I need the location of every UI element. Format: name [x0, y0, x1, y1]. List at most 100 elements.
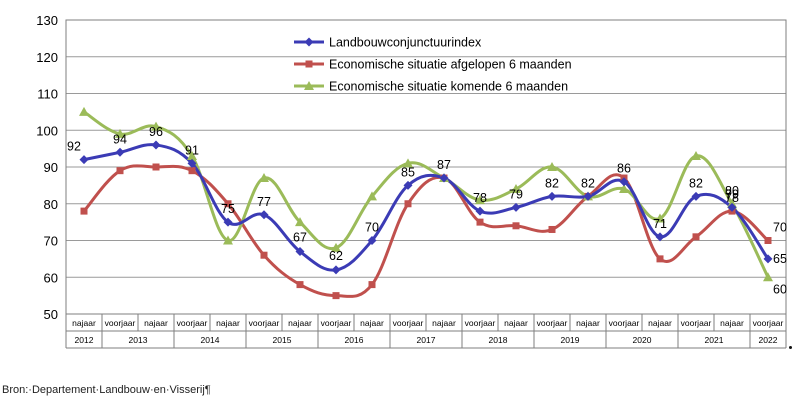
x-tick-label-year: 2019: [561, 335, 580, 345]
marker-square: [764, 237, 772, 244]
y-tick-label: 90: [44, 160, 58, 175]
data-label: 62: [329, 249, 343, 263]
marker-square: [305, 60, 313, 68]
y-axis-tick-labels: 50 60 70 80 90 100 110 120 130: [36, 13, 58, 322]
x-tick-label-year: 2014: [201, 335, 220, 345]
marker-triangle: [511, 184, 521, 194]
x-tick-label-season: voorjaar: [105, 318, 136, 328]
x-tick-label-season: najaar: [504, 318, 528, 328]
marker-diamond: [223, 217, 233, 227]
marker-triangle: [187, 150, 197, 160]
x-tick-label-season: najaar: [720, 318, 744, 328]
legend-label: Economische situatie afgelopen 6 maanden: [329, 58, 572, 72]
marker-square: [152, 163, 160, 171]
marker-triangle: [691, 150, 701, 160]
legend-label: Landbouwconjunctuurindex: [329, 36, 482, 50]
marker-diamond: [691, 191, 701, 201]
series-line: [82, 110, 770, 279]
marker-triangle: [619, 184, 629, 194]
data-label: 71: [653, 217, 667, 231]
x-tick-label-season: najaar: [648, 318, 672, 328]
data-label: 67: [293, 231, 307, 245]
x-tick-label-season: voorjaar: [537, 318, 568, 328]
marker-square: [548, 225, 556, 233]
x-tick-label-season: voorjaar: [177, 318, 208, 328]
data-label: 80: [725, 184, 739, 198]
x-tick-label-season: najaar: [288, 318, 312, 328]
marker-diamond: [475, 206, 485, 216]
marker-diamond: [367, 236, 377, 245]
data-label: 78: [473, 191, 487, 205]
marker-diamond: [331, 265, 341, 275]
marker-square: [512, 222, 520, 230]
x-tick-label-season: voorjaar: [249, 318, 280, 328]
y-tick-label: 50: [44, 307, 58, 322]
marker-triangle: [151, 121, 161, 131]
data-label: 82: [545, 176, 559, 190]
marker-square: [260, 251, 268, 259]
y-tick-label: 110: [37, 87, 58, 102]
x-tick-label-year: 2020: [633, 335, 652, 345]
marker-diamond: [439, 173, 449, 183]
marker-diamond: [655, 232, 665, 242]
data-label: 65: [773, 252, 787, 266]
marker-square: [332, 292, 340, 300]
x-tick-label-season: najaar: [360, 318, 384, 328]
series-markers: [79, 106, 773, 300]
marker-triangle: [763, 272, 773, 282]
y-tick-label: 80: [44, 197, 58, 212]
marker-diamond: [763, 254, 773, 264]
x-tick-label-year: 2022: [759, 335, 778, 345]
data-label: 94: [113, 132, 127, 146]
y-tick-label: 130: [36, 13, 58, 28]
marker-square: [368, 281, 376, 289]
series-line: [82, 143, 770, 272]
data-label: 70: [773, 221, 787, 235]
x-tick-label-year: 2016: [345, 335, 364, 345]
x-tick-label-season: voorjaar: [321, 318, 352, 328]
data-label: 60: [773, 282, 787, 296]
data-label: 92: [67, 140, 81, 154]
x-tick-label-season: voorjaar: [681, 318, 712, 328]
marker-square: [296, 281, 304, 289]
marker-triangle: [403, 158, 413, 168]
x-tick-label-year: 2015: [273, 335, 292, 345]
data-label: 79: [725, 187, 739, 201]
marker-triangle: [475, 195, 485, 205]
decorative-dot: [789, 346, 792, 349]
data-label: 91: [185, 143, 199, 157]
marker-square: [80, 207, 88, 215]
x-tick-label-season: voorjaar: [393, 318, 424, 328]
x-tick-label-season: voorjaar: [753, 318, 784, 328]
marker-diamond: [115, 147, 125, 157]
data-label: 77: [257, 195, 271, 209]
marker-diamond: [79, 155, 89, 165]
marker-square: [224, 200, 232, 208]
x-tick-label-season: najaar: [576, 318, 600, 328]
marker-diamond: [295, 247, 305, 257]
marker-diamond: [511, 202, 521, 212]
y-tick-label: 70: [44, 234, 58, 249]
x-tick-label-season: najaar: [432, 318, 456, 328]
y-tick-label: 120: [36, 50, 58, 65]
marker-triangle: [655, 213, 665, 223]
y-tick-label: 100: [36, 123, 58, 138]
x-axis-table: najaar voorjaar najaar voorjaar najaar voorja…: [65, 314, 787, 349]
marker-diamond: [151, 140, 161, 150]
marker-triangle: [304, 81, 314, 90]
marker-diamond: [727, 202, 737, 212]
legend-label: Economische situatie komende 6 maanden: [329, 80, 568, 94]
marker-triangle: [295, 217, 305, 227]
data-label: 82: [689, 176, 703, 190]
data-label: 87: [437, 158, 451, 172]
x-tick-label-season: voorjaar: [609, 318, 640, 328]
x-tick-label-season: najaar: [72, 318, 96, 328]
y-tick-label: 60: [44, 270, 58, 285]
marker-triangle: [259, 173, 269, 183]
data-label: 70: [365, 221, 379, 235]
data-label: 86: [617, 162, 631, 176]
data-label: 96: [149, 125, 163, 139]
marker-diamond: [583, 191, 593, 201]
x-tick-label-year: 2021: [705, 335, 724, 345]
